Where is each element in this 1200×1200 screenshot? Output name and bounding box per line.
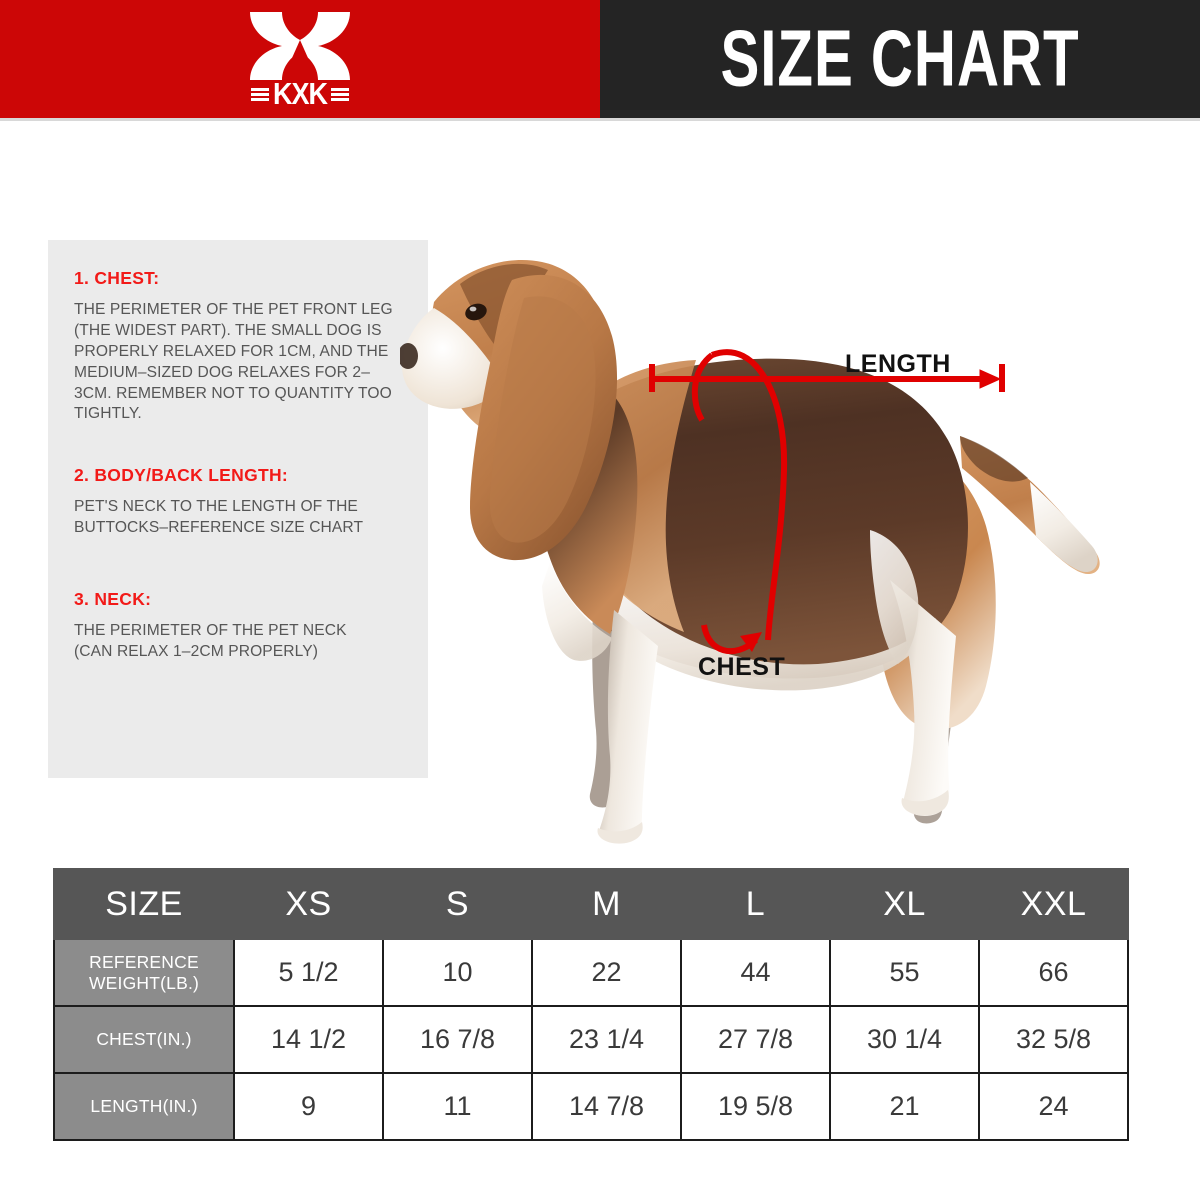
beagle-dog-graphic: [400, 259, 1100, 844]
header-cell-m: M: [531, 868, 682, 940]
instruction-heading-body-length: 2. BODY/BACK LENGTH:: [74, 465, 289, 486]
header-title-panel: SIZE CHART: [600, 0, 1200, 118]
cell-weight-xl: 55: [829, 938, 980, 1007]
row-label-line1: REFERENCE: [89, 951, 199, 972]
measurement-instructions-panel: 1. CHEST: THE PERIMETER OF THE PET FRONT…: [48, 240, 428, 778]
cell-length-l: 19 5/8: [680, 1072, 831, 1141]
cell-length-xl: 21: [829, 1072, 980, 1141]
cell-weight-l: 44: [680, 938, 831, 1007]
table-row: CHEST(IN.) 14 1/2 16 7/8 23 1/4 27 7/8 3…: [53, 1005, 1129, 1074]
dog-illustration: [400, 250, 1140, 850]
table-row: REFERENCE WEIGHT(LB.) 5 1/2 10 22 44 55 …: [53, 938, 1129, 1007]
table-row: LENGTH(IN.) 9 11 14 7/8 19 5/8 21 24: [53, 1072, 1129, 1141]
instruction-heading-chest: 1. CHEST:: [74, 268, 160, 288]
cell-weight-m: 22: [531, 938, 682, 1007]
row-label-chest: CHEST(IN.): [53, 1005, 235, 1074]
instruction-block-chest: 1. CHEST: THE PERIMETER OF THE PET FRONT…: [74, 268, 402, 425]
cell-length-xs: 9: [233, 1072, 384, 1141]
page-title: SIZE CHART: [720, 14, 1080, 104]
header-brand-panel: KXK: [0, 0, 600, 118]
table-header-row: SIZE XS S M L XL XXL: [53, 868, 1129, 940]
header-cell-xxl: XXL: [978, 868, 1129, 940]
logo-bars-right-icon: [331, 88, 349, 101]
instruction-body-chest: THE PERIMETER OF THE PET FRONT LEG (THE …: [74, 301, 393, 423]
cell-weight-xxl: 66: [978, 938, 1129, 1007]
cell-weight-xs: 5 1/2: [233, 938, 384, 1007]
cell-chest-xxl: 32 5/8: [978, 1005, 1129, 1074]
cell-chest-xl: 30 1/4: [829, 1005, 980, 1074]
row-label-line2: WEIGHT(LB.): [88, 972, 200, 993]
cell-chest-l: 27 7/8: [680, 1005, 831, 1074]
cell-length-s: 11: [382, 1072, 533, 1141]
logo-bars-left-icon: [250, 88, 269, 101]
cell-length-xxl: 24: [978, 1072, 1129, 1141]
cell-length-m: 14 7/8: [531, 1072, 682, 1141]
kxk-hourglass-mark-icon: [248, 10, 352, 87]
header-cell-xs: XS: [233, 868, 384, 940]
header-cell-size: SIZE: [53, 868, 235, 940]
cell-chest-xs: 14 1/2: [233, 1005, 384, 1074]
instruction-heading-neck: 3. NECK:: [74, 589, 152, 610]
instruction-body-body-length: PET'S NECK TO THE LENGTH OF THE BUTTOCKS…: [74, 498, 364, 537]
instruction-body-neck: THE PERIMETER OF THE PET NECK (CAN RELAX…: [74, 622, 347, 661]
header-cell-l: L: [680, 868, 831, 940]
cell-chest-s: 16 7/8: [382, 1005, 533, 1074]
size-table-head: SIZE XS S M L XL XXL: [53, 868, 1129, 940]
instruction-block-neck: 3. NECK: THE PERIMETER OF THE PET NECK (…: [74, 589, 402, 663]
cell-chest-m: 23 1/4: [531, 1005, 682, 1074]
logo-word-text: KXK: [272, 77, 328, 111]
row-label-length: LENGTH(IN.): [53, 1072, 235, 1141]
page-header: KXK SIZE CHART: [0, 0, 1200, 118]
logo-wordmark: KXK: [230, 77, 370, 111]
header-cell-xl: XL: [829, 868, 980, 940]
size-table: SIZE XS S M L XL XXL REFERENCE WEIGHT(LB…: [53, 868, 1129, 1141]
header-divider: [0, 118, 1200, 121]
header-cell-s: S: [382, 868, 533, 940]
instruction-block-body-length: 2. BODY/BACK LENGTH: PET'S NECK TO THE L…: [74, 465, 402, 539]
size-table-body: REFERENCE WEIGHT(LB.) 5 1/2 10 22 44 55 …: [53, 938, 1129, 1141]
brand-logo: KXK: [230, 8, 370, 112]
cell-weight-s: 10: [382, 938, 533, 1007]
row-label-reference-weight: REFERENCE WEIGHT(LB.): [53, 938, 235, 1007]
